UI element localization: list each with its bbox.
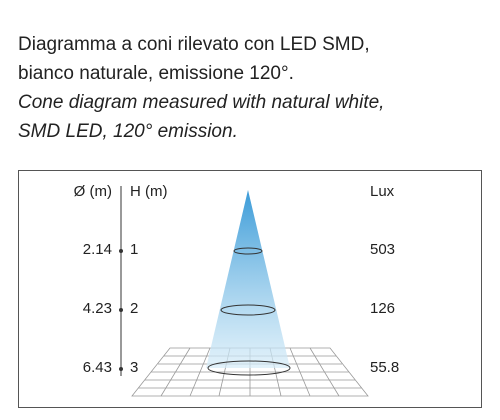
light-cone [206,190,290,368]
frame [18,170,482,408]
caption-line: bianco naturale, emissione 120°. [18,63,294,84]
height-value: 1 [130,241,138,258]
height-value: 2 [130,300,138,317]
lux-value: 126 [370,300,395,317]
axis-dot [119,249,123,253]
caption-line: SMD LED, 120° emission. [18,121,238,142]
diameter-value: 4.23 [83,300,112,317]
lux-value: 503 [370,241,395,258]
axis-dot [119,308,123,312]
axis-dot [119,367,123,371]
diameter-value: 6.43 [83,359,112,376]
caption-line: Cone diagram measured with natural white… [18,92,385,113]
column-header: Lux [370,183,395,200]
diameter-value: 2.14 [83,241,112,258]
cone-rings [207,247,291,376]
column-header: Ø (m) [74,183,112,200]
height-value: 3 [130,359,138,376]
caption-line: Diagramma a coni rilevato con LED SMD, [18,34,370,55]
lux-value: 55.8 [370,359,399,376]
column-header: H (m) [130,183,168,200]
